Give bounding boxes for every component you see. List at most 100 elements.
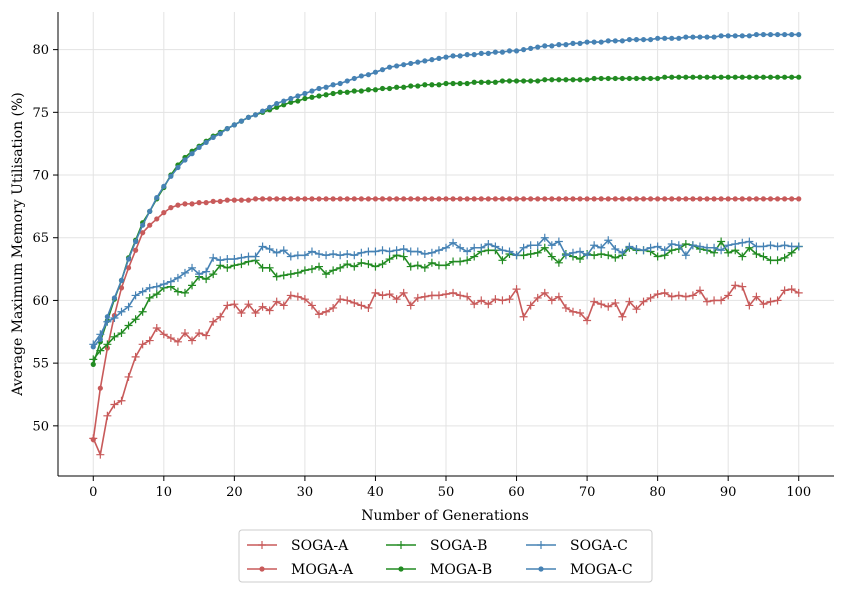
- data-point: [711, 34, 717, 40]
- data-point: [535, 196, 541, 202]
- data-point: [746, 196, 752, 202]
- data-point: [526, 241, 535, 250]
- data-point: [315, 262, 324, 271]
- data-point: [427, 248, 436, 257]
- data-point: [576, 255, 585, 264]
- data-point: [386, 85, 393, 92]
- data-point: [251, 308, 260, 317]
- data-point: [309, 94, 315, 100]
- data-point: [358, 73, 364, 79]
- data-point: [690, 74, 696, 80]
- data-point: [337, 196, 343, 202]
- data-point: [513, 196, 520, 202]
- data-point: [252, 196, 259, 202]
- data-point: [724, 248, 733, 257]
- data-point: [710, 243, 719, 252]
- data-point: [293, 251, 302, 260]
- data-point: [399, 245, 408, 254]
- data-point: [180, 288, 189, 297]
- data-point: [732, 196, 738, 202]
- data-point: [124, 372, 133, 381]
- data-point: [427, 291, 436, 300]
- data-point: [794, 242, 803, 251]
- y-tick-label: 75: [32, 106, 49, 121]
- data-point: [173, 337, 182, 346]
- data-point: [111, 295, 118, 301]
- data-point: [796, 31, 802, 38]
- data-point: [753, 31, 760, 38]
- y-tick-label: 60: [32, 294, 49, 309]
- data-point: [759, 242, 768, 251]
- data-point: [288, 99, 294, 105]
- data-point: [237, 308, 246, 317]
- x-tick-label: 20: [226, 485, 243, 500]
- data-point: [147, 208, 153, 214]
- data-point: [535, 78, 541, 84]
- data-point: [443, 196, 449, 202]
- data-point: [711, 196, 717, 202]
- data-point: [528, 196, 534, 202]
- data-point: [364, 247, 373, 256]
- data-point: [344, 78, 350, 84]
- data-point: [463, 247, 472, 256]
- data-point: [357, 301, 366, 310]
- data-point: [406, 262, 415, 271]
- legend-label: MOGA-B: [430, 562, 492, 578]
- data-point: [145, 336, 154, 345]
- x-tick-label: 10: [156, 485, 173, 500]
- data-point: [450, 196, 456, 202]
- data-point: [449, 288, 458, 297]
- data-point: [217, 198, 223, 204]
- data-point: [597, 243, 606, 252]
- data-point: [434, 261, 443, 270]
- data-point: [498, 296, 507, 305]
- data-point: [485, 50, 491, 56]
- data-point: [378, 260, 387, 269]
- data-point: [140, 230, 146, 236]
- data-point: [145, 293, 154, 302]
- data-point: [584, 39, 590, 45]
- data-point: [568, 307, 577, 316]
- legend-label: SOGA-A: [291, 538, 349, 554]
- data-point: [196, 144, 202, 151]
- data-point: [549, 43, 555, 49]
- data-point: [506, 48, 513, 54]
- data-point: [547, 252, 556, 261]
- data-point: [300, 251, 309, 260]
- data-point: [780, 253, 789, 262]
- data-point: [230, 255, 239, 264]
- data-point: [434, 246, 443, 255]
- data-point: [323, 196, 329, 202]
- data-point: [590, 251, 599, 260]
- data-point: [203, 200, 209, 206]
- x-tick-label: 60: [508, 485, 525, 500]
- data-point: [773, 242, 782, 251]
- y-tick-label: 50: [32, 419, 49, 434]
- data-point: [492, 49, 498, 55]
- data-point: [718, 33, 724, 39]
- data-point: [124, 321, 133, 330]
- data-point: [195, 329, 204, 338]
- data-point: [477, 296, 486, 305]
- data-point: [196, 200, 202, 206]
- data-point: [217, 131, 223, 137]
- data-point: [401, 196, 407, 202]
- data-point: [669, 196, 675, 202]
- data-point: [499, 78, 506, 84]
- data-point: [295, 196, 301, 202]
- data-point: [216, 312, 225, 321]
- data-point: [660, 288, 669, 297]
- data-point: [449, 238, 458, 247]
- data-point: [336, 263, 345, 272]
- data-point: [583, 251, 592, 260]
- data-point: [655, 75, 661, 82]
- data-point: [640, 196, 647, 202]
- data-point: [415, 196, 421, 202]
- data-point: [351, 196, 357, 202]
- data-point: [464, 196, 470, 202]
- data-point: [259, 108, 266, 114]
- data-point: [591, 196, 597, 202]
- data-point: [118, 277, 125, 283]
- data-point: [286, 252, 295, 261]
